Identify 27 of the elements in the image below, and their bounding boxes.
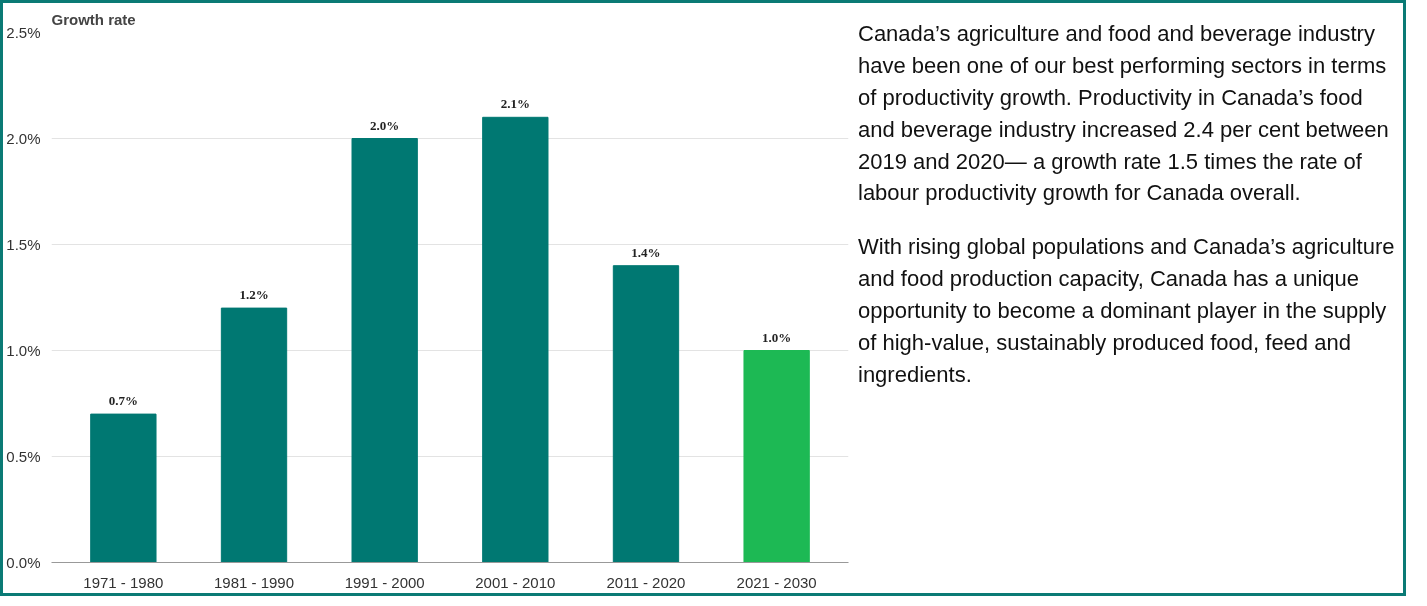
data-label: 1.2%	[239, 287, 269, 303]
text: With rising global populations and Canada’s agriculture and food production capacity, Canada has a unique opportunity to become a dominant player in the supply of high-value, sustainably produced food, feed and ingredients.	[858, 233, 1396, 389]
text: Canada’s agriculture and food and beverage industry have been one of our best performing sectors in terms of productivity growth. Productivity in Canada’s food and beverage industry increased 2.4 per cent between 2019 and 2020— a growth rate 1.5 times the rate of labour productivity growth for Canada overall.	[858, 20, 1390, 208]
x-tick-label: 2001 - 2010	[475, 573, 556, 591]
bar	[90, 413, 157, 563]
y-tick-label: 0.5%	[6, 448, 41, 465]
y-tick-label: 1.0%	[6, 342, 41, 359]
bar	[482, 116, 549, 563]
y-tick-label: 1.5%	[6, 236, 41, 253]
y-tick-label: 2.0%	[6, 130, 41, 147]
data-label: 1.4%	[631, 244, 661, 260]
y-axis-title: Growth rate	[51, 10, 136, 28]
data-label: 0.7%	[108, 393, 138, 409]
bar	[612, 265, 680, 563]
x-tick-label: 2021 - 2030	[736, 573, 817, 591]
data-label: 1.0%	[762, 329, 792, 345]
x-tick-label: 1981 - 1990	[213, 573, 295, 591]
data-label: 2.0%	[370, 117, 400, 133]
bar	[351, 138, 418, 563]
bar	[743, 350, 810, 563]
y-tick-label: 2.5%	[6, 24, 41, 41]
x-tick-label: 1991 - 2000	[344, 573, 425, 591]
x-tick-label: 2011 - 2020	[606, 573, 686, 591]
data-label: 2.1%	[500, 96, 530, 112]
bar	[220, 307, 288, 563]
x-tick-label: 1971 - 1980	[83, 573, 164, 591]
y-tick-label: 0.0%	[6, 554, 41, 571]
